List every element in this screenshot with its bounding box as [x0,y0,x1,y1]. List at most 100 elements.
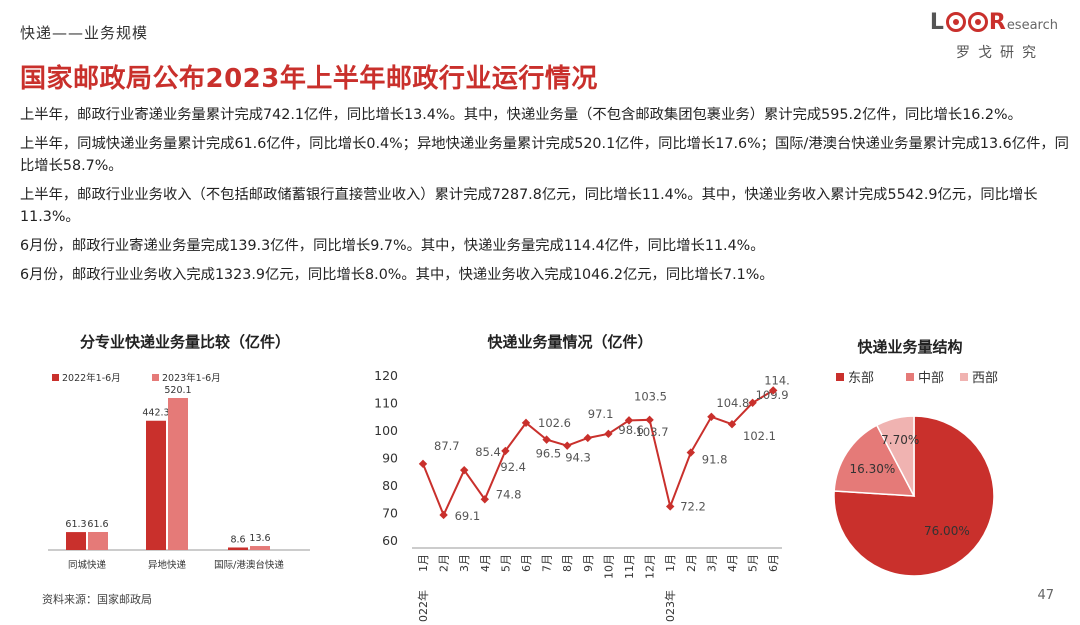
paragraph: 上半年，同城快递业务量累计完成61.6亿件，同比增长0.4%；异地快递业务量累计… [20,136,1069,174]
paragraph: 6月份，邮政行业寄递业务量完成139.3亿件，同比增长9.7%。其中，快递业务量… [20,238,765,254]
logo-subtitle: 罗戈研究 [956,45,1044,61]
legend-label: 东部 [848,371,874,386]
category-label: 国际/港澳台快递 [214,559,284,571]
data-point [439,510,448,520]
x-tick-label: 7月 [541,554,554,572]
x-tick-label: 6月 [520,554,533,572]
logo-wordmark: L Research [929,10,1058,35]
data-label: 94.3 [565,451,591,465]
data-label: 97.1 [588,407,614,421]
legend-label: 中部 [918,371,944,386]
bar-value-label: 442.3 [142,408,169,419]
bar [228,547,248,550]
data-label: 74.8 [496,487,522,501]
x-tick-label: 5月 [747,554,760,572]
data-point [521,418,531,428]
slice-label: 16.30% [849,462,895,476]
data-label: 102.6 [538,416,571,430]
bar [168,398,188,550]
x-tick-label: 3月 [705,554,718,572]
data-label: 109.9 [756,388,789,402]
data-point [748,398,757,407]
data-label: 103.5 [634,389,667,403]
data-label: 87.7 [434,439,460,453]
bar-value-label: 8.6 [230,534,245,545]
paragraph: 上半年，邮政行业业务收入（不包括邮政储蓄银行直接营业收入）累计完成7287.8亿… [20,187,1038,225]
page-number: 47 [1037,588,1054,603]
series-line [422,389,774,518]
bar [250,546,270,550]
x-tick-label: 10月 [602,554,615,579]
slice-label: 76.00% [924,524,970,538]
data-label: 114.4 [764,373,790,387]
data-point [501,446,510,456]
legend-label: 2022年1-6月 [62,372,121,384]
data-point [666,502,675,511]
y-tick-label: 90 [382,451,398,466]
data-point [727,420,737,429]
logo: L Research 罗戈研究 [918,10,1058,62]
breadcrumb: 快递——业务规模 [20,24,149,42]
x-tick-label: 1月 [417,554,430,572]
summary-text: 上半年，邮政行业寄递业务量累计完成742.1亿件，同比增长13.4%。其中，快递… [20,104,1070,293]
data-label: 102.1 [743,429,776,443]
x-tick-label: 2月 [438,554,451,572]
data-label: 69.1 [455,509,481,523]
data-label: 98.6 [618,423,644,437]
legend-swatch [52,374,59,381]
paragraph: 6月份，邮政行业业务收入完成1323.9亿元，同比增长8.0%。其中，快递业务收… [20,267,774,283]
data-label: 92.4 [500,460,526,474]
x-tick-label: 6月 [767,554,780,572]
data-point [645,415,654,425]
bar-chart: 2022年1-6月 2023年1-6月 61.3 61.6 同城快递 442.3 520.1… [48,372,310,571]
y-tick-label: 70 [382,506,398,521]
data-point [707,412,716,421]
legend-label: 西部 [972,371,998,386]
legend-swatch [152,374,159,381]
bar-value-label: 61.6 [87,519,108,530]
bar [146,420,166,550]
x-tick-label: 8月 [561,554,574,572]
data-label: 103.7 [636,425,669,439]
data-point [418,459,428,469]
x-tick-label: 4月 [726,554,739,572]
data-label: 72.2 [680,499,706,513]
data-label: 85.4 [475,445,501,459]
data-point [686,448,695,457]
line-chart: 60 70 80 90 100 110 120 87.7 69.1 85.4 74.8 92.4 102… [374,368,790,623]
year-label: 2023年 [663,590,677,623]
category-label: 异地快递 [148,559,187,571]
bar-value-label: 13.6 [249,533,270,544]
legend-swatch [960,373,968,381]
pie-slice [875,415,915,497]
data-point [460,465,469,475]
pie-chart: 东部 中部 西部 76.00% 16.30% 7.70% [833,371,998,577]
x-tick-label: 4月 [479,554,492,572]
x-tick-label: 12月 [644,554,657,579]
data-point [563,441,572,450]
legend-label: 2023年1-6月 [162,372,221,384]
data-point [480,495,489,504]
pie-slice [833,424,916,497]
legend-swatch [906,373,914,381]
data-label: 91.8 [702,453,728,467]
y-tick-label: 60 [382,533,398,548]
x-tick-label: 3月 [458,554,471,572]
bar [88,531,108,550]
year-label: 2022年 [416,590,430,623]
data-label: 104.8 [716,396,749,410]
y-tick-label: 110 [374,396,398,411]
y-tick-label: 120 [374,368,398,383]
x-tick-label: 9月 [582,554,595,572]
legend-swatch [836,373,844,381]
slice-label: 7.70% [881,433,919,447]
x-tick-label: 11月 [623,554,636,579]
y-tick-label: 80 [382,478,398,493]
bar [66,532,86,550]
pie-chart-title: 快递业务量结构 [857,338,963,356]
logo-ring-icon [945,12,966,32]
data-point [583,433,592,443]
page-title: 国家邮政局公布2023年上半年邮政行业运行情况 [20,64,598,94]
data-label: 96.5 [536,447,562,461]
line-chart-title: 快递业务量情况（亿件） [487,333,653,351]
